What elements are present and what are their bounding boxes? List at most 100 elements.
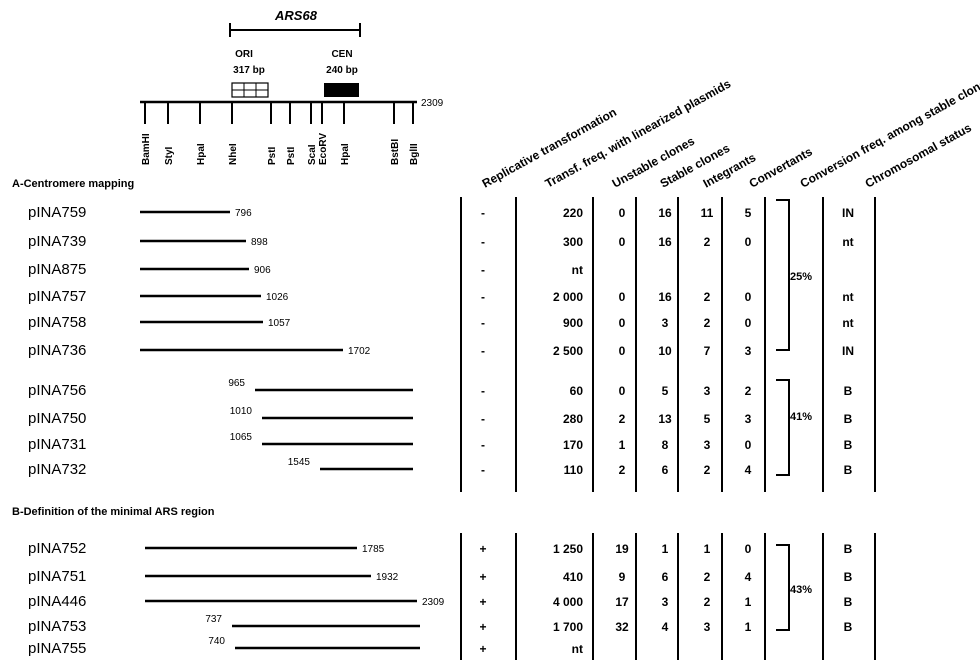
table-rules [460, 197, 876, 660]
plasmid-name: pINA731 [28, 436, 86, 453]
site-label: StyI [164, 146, 175, 165]
table-row: pINA739 898 - 300 0 16 2 0 nt [28, 233, 854, 250]
coordinate-label: 898 [251, 237, 268, 248]
cell-chrom: IN [842, 206, 854, 220]
cell-tf: 60 [570, 384, 584, 398]
cell-uns: 2 [619, 463, 626, 477]
cell-chrom: B [844, 570, 853, 584]
cell-tf: 1 250 [553, 542, 583, 556]
cell-uns: 19 [615, 542, 629, 556]
table-row: pINA757 1026 - 2 000 0 16 2 0 nt [28, 288, 854, 305]
table-row: pINA736 1702 - 2 500 0 10 7 3 IN [28, 342, 854, 359]
cell-stab: 10 [658, 344, 672, 358]
cell-integ: 2 [704, 235, 711, 249]
site-label: BglII [409, 143, 420, 165]
table-row: pINA758 1057 - 900 0 3 2 0 nt [28, 314, 854, 331]
cell-tf: 110 [564, 463, 584, 477]
cell-chrom: nt [842, 235, 853, 249]
plasmid-name: pINA753 [28, 618, 86, 635]
cen-size: 240 bp [326, 65, 358, 76]
coordinate-label: 1702 [348, 346, 371, 357]
cell-uns: 0 [619, 384, 626, 398]
ori-size: 317 bp [233, 65, 265, 76]
cell-integ: 5 [704, 412, 711, 426]
map-end-coord: 2309 [421, 98, 444, 109]
cell-integ: 2 [704, 463, 711, 477]
plasmid-name: pINA758 [28, 314, 86, 331]
cell-conv: 1 [745, 595, 752, 609]
cell-rep: + [479, 570, 486, 584]
site-label: BstBI [390, 139, 401, 165]
group-bracket: 25% [776, 199, 812, 351]
cell-chrom: B [844, 412, 853, 426]
conversion-percent: 43% [790, 584, 812, 596]
table-row: pINA875 906 - nt [28, 261, 583, 278]
coordinate-label: 2309 [422, 597, 445, 608]
ori-box [231, 82, 269, 98]
plasmid-name: pINA739 [28, 233, 86, 250]
table-row: pINA756 965 - 60 0 5 3 2 B [28, 378, 853, 399]
table-row: pINA752 1785 +1 250 19 1 1 0 B [28, 540, 853, 557]
cell-conv: 4 [745, 463, 752, 477]
cell-tf: 2 500 [553, 344, 583, 358]
cell-rep: - [481, 438, 485, 452]
cell-tf: 900 [563, 316, 583, 330]
table-row: pINA446 2309 +4 000 17 3 2 1 B [28, 593, 853, 610]
plasmid-name: pINA759 [28, 204, 86, 221]
site-label: BamHI [141, 133, 152, 165]
cell-conv: 1 [745, 620, 752, 634]
cell-integ: 3 [704, 620, 711, 634]
site-label: EcoRV [318, 133, 329, 165]
coordinate-label: 1785 [362, 544, 385, 555]
cell-conv: 5 [745, 206, 752, 220]
cen-box [324, 83, 359, 97]
table-row: pINA750 1010 - 280 2 13 5 3 B [28, 406, 853, 427]
cell-integ: 2 [704, 290, 711, 304]
group-bracket: 41% [776, 379, 812, 476]
cell-rep: + [479, 642, 486, 656]
cell-chrom: IN [842, 344, 854, 358]
cell-rep: - [481, 316, 485, 330]
cell-rep: - [481, 412, 485, 426]
table-row: pINA751 1932 +410 9 6 2 4 B [28, 568, 853, 585]
cell-tf: 280 [563, 412, 583, 426]
cell-uns: 0 [619, 290, 626, 304]
cell-tf: 4 000 [553, 595, 583, 609]
cell-rep: - [481, 290, 485, 304]
cell-uns: 1 [619, 438, 626, 452]
site-label: HpaI [196, 143, 207, 165]
section-b-title: B-Definition of the minimal ARS region [12, 506, 215, 518]
table-row: pINA731 1065 - 170 1 8 3 0 B [28, 432, 853, 453]
cell-stab: 3 [662, 316, 669, 330]
cell-tf: 2 000 [553, 290, 583, 304]
plasmid-name: pINA732 [28, 461, 86, 478]
site-label: PstI [267, 146, 278, 165]
plasmid-name: pINA755 [28, 640, 86, 657]
cell-chrom: B [844, 438, 853, 452]
cell-conv: 3 [745, 412, 752, 426]
section-a-title: A-Centromere mapping [12, 178, 134, 190]
cell-uns: 0 [619, 206, 626, 220]
cell-chrom: B [844, 463, 853, 477]
coordinate-label: 1932 [376, 572, 399, 583]
cell-rep: - [481, 235, 485, 249]
site-label: NheI [228, 143, 239, 165]
cen-label: CEN [331, 49, 352, 60]
cell-conv: 0 [745, 438, 752, 452]
coordinate-label: 740 [208, 636, 225, 647]
cell-stab: 16 [658, 206, 672, 220]
cell-uns: 2 [619, 412, 626, 426]
cell-integ: 3 [704, 384, 711, 398]
cell-tf: 170 [563, 438, 583, 452]
cell-uns: 0 [619, 235, 626, 249]
cell-chrom: B [844, 620, 853, 634]
plasmid-name: pINA756 [28, 382, 86, 399]
cell-conv: 4 [745, 570, 752, 584]
cell-rep: - [481, 463, 485, 477]
cell-tf: nt [572, 263, 583, 277]
cell-rep: - [481, 384, 485, 398]
cell-integ: 2 [704, 316, 711, 330]
cell-chrom: B [844, 542, 853, 556]
plasmid-name: pINA750 [28, 410, 86, 427]
